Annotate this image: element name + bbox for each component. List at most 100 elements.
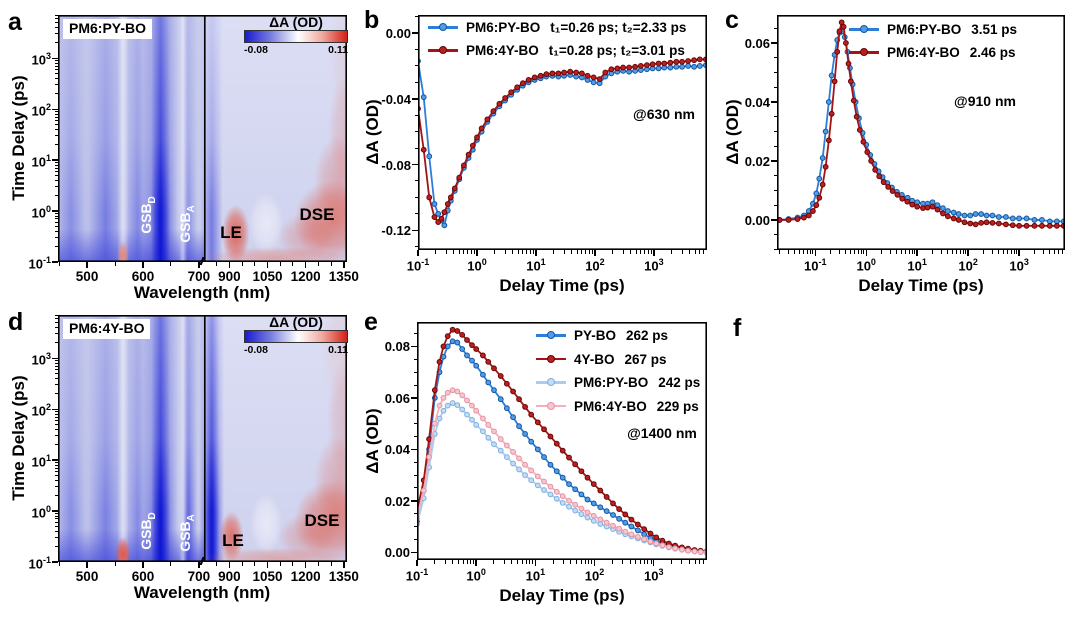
tick xyxy=(881,250,883,254)
tick xyxy=(1061,250,1063,254)
tick xyxy=(890,250,892,254)
tick xyxy=(552,560,554,564)
colorbar-d-max: 0.11 xyxy=(328,344,348,356)
tick xyxy=(773,175,777,177)
x-axis-label-d: Wavelength (nm) xyxy=(133,583,271,602)
tick xyxy=(982,250,984,254)
tick xyxy=(142,562,144,568)
x-tick-label: 103 xyxy=(643,567,664,584)
y-tick-label: 0.02 xyxy=(744,153,770,169)
tick xyxy=(896,250,898,254)
tick xyxy=(585,250,587,254)
tick xyxy=(473,250,475,254)
panel-tag-c: c xyxy=(725,6,739,34)
tick xyxy=(58,562,60,566)
tick xyxy=(54,479,58,481)
tick xyxy=(142,262,144,268)
label-dse-d: DSE xyxy=(304,511,340,530)
legend-item: PM6:PY-BO t₁=0.26 ps; t₂=2.33 ps xyxy=(428,19,686,36)
tick xyxy=(54,14,58,16)
tick xyxy=(54,116,58,118)
x-axis-label-c: Delay Time (ps) xyxy=(858,276,984,295)
tick xyxy=(414,213,418,215)
tick xyxy=(54,365,58,367)
tick xyxy=(279,562,281,566)
tick xyxy=(54,333,58,335)
tick xyxy=(54,515,58,517)
panel-tag-d: d xyxy=(8,308,24,336)
tick xyxy=(54,174,58,176)
tick xyxy=(54,369,58,371)
tick xyxy=(304,562,307,568)
tick xyxy=(576,250,578,254)
tick xyxy=(54,411,58,413)
tick xyxy=(1042,250,1044,254)
tick xyxy=(901,250,903,254)
tick xyxy=(54,62,58,64)
y-tick-label: 103 xyxy=(31,51,51,68)
legend-series-name: PM6:4Y-BO xyxy=(574,398,647,414)
x-tick-label: 600 xyxy=(131,269,155,284)
tick xyxy=(650,560,652,564)
tick xyxy=(414,16,418,18)
tick xyxy=(413,474,417,476)
tick xyxy=(413,384,417,386)
tick xyxy=(458,250,460,254)
x-tick-label: 500 xyxy=(75,569,99,584)
tick xyxy=(703,250,705,254)
tick xyxy=(462,560,464,564)
tick xyxy=(452,560,454,564)
tick xyxy=(773,27,777,29)
tick xyxy=(54,22,58,24)
tick xyxy=(773,189,777,191)
tick xyxy=(54,530,58,532)
tick xyxy=(588,250,590,254)
tick xyxy=(932,250,934,254)
legend-c: PM6:PY-BO 3.51 ps PM6:4Y-BO 2.46 ps xyxy=(849,21,1017,67)
tick xyxy=(511,250,513,254)
panel-tag-f: f xyxy=(733,314,742,342)
x-tick-label: 600 xyxy=(131,569,155,584)
tick xyxy=(771,160,777,162)
tick xyxy=(467,250,469,254)
tick xyxy=(773,116,777,118)
legend-b: PM6:PY-BO t₁=0.26 ps; t₂=2.33 ps PM6:4Y-BO… xyxy=(428,19,686,65)
tick xyxy=(773,234,777,236)
tick xyxy=(584,560,586,564)
legend-e: PY-BO 262 ps 4Y-BO 267 ps PM6:PY-BO 242 ps PM6… xyxy=(536,327,700,421)
legend-item: PM6:4Y-BO 229 ps xyxy=(536,398,700,415)
tick xyxy=(54,128,58,130)
y-tick-label: 103 xyxy=(31,351,51,368)
tick xyxy=(956,250,958,254)
tick xyxy=(52,561,58,563)
tick xyxy=(54,537,58,539)
tick xyxy=(593,560,596,566)
tick xyxy=(522,250,524,254)
tick xyxy=(563,250,565,254)
tick xyxy=(1007,250,1009,254)
label-gsb-acceptor-d: GSBA xyxy=(177,514,197,552)
tick xyxy=(54,78,58,80)
tick xyxy=(54,237,58,239)
y-tick-label: 100 xyxy=(31,204,51,221)
tick xyxy=(809,250,811,254)
tick xyxy=(54,444,58,446)
x-tick-label: 101 xyxy=(526,257,546,274)
tick xyxy=(940,250,942,254)
y-tick-label: 0.04 xyxy=(384,442,410,458)
tick xyxy=(863,250,865,254)
tick xyxy=(472,560,474,564)
tick xyxy=(591,250,593,254)
tick xyxy=(414,81,418,83)
tick xyxy=(517,560,519,564)
tick xyxy=(292,262,294,266)
tick xyxy=(553,250,555,254)
tick xyxy=(228,562,231,568)
tick xyxy=(413,526,417,528)
tick xyxy=(788,250,790,254)
tick xyxy=(916,250,918,256)
tick xyxy=(54,518,58,520)
legend-series-value: 229 ps xyxy=(656,398,699,414)
tick xyxy=(412,32,418,34)
axis-break-mark: // xyxy=(199,556,204,568)
